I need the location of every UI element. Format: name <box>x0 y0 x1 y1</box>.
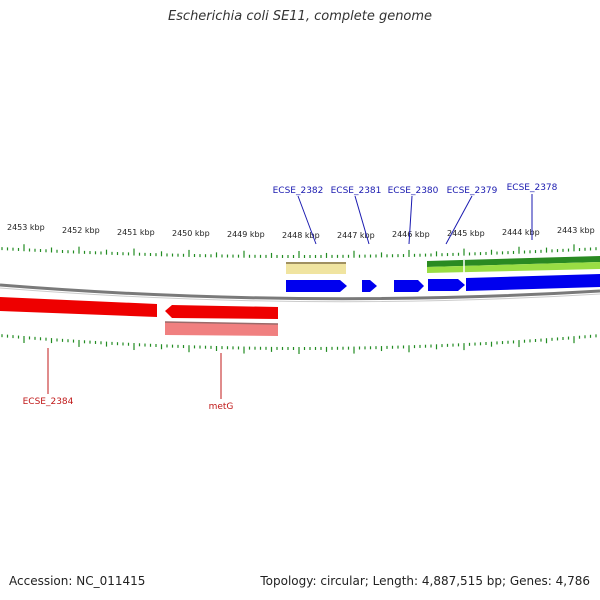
scale-label: 2446 kbp <box>392 230 430 239</box>
leader-ecse-2380 <box>408 195 413 245</box>
leader-ecse-2382 <box>297 195 317 245</box>
genome-backbone-highlight <box>0 287 600 303</box>
cds-arrow-ecse-2384[interactable] <box>0 297 157 317</box>
cds-arrow-ecse-2380[interactable] <box>394 280 424 292</box>
scale-label: 2450 kbp <box>172 229 210 238</box>
label-leaders <box>47 194 533 399</box>
cds-arrow-ecse-2381[interactable] <box>362 280 377 292</box>
cds-arrow-ecse-2378[interactable] <box>466 274 600 291</box>
gene-label-metg[interactable]: metG <box>209 402 234 412</box>
cds-arrow-ecse-2382[interactable] <box>286 280 347 292</box>
scale-label: 2451 kbp <box>117 228 155 237</box>
gene-label-ecse-2380[interactable]: ECSE_2380 <box>388 186 439 196</box>
scale-label: 2445 kbp <box>447 229 485 238</box>
scale-label: 2449 kbp <box>227 230 265 239</box>
gene-label-ecse-2384[interactable]: ECSE_2384 <box>23 397 74 407</box>
reverse-cds-arrows <box>0 297 279 336</box>
lightgreen-feature-track[interactable] <box>427 262 600 273</box>
feature-tracks <box>286 256 600 274</box>
green-feature-track[interactable] <box>427 256 600 267</box>
yellow-feature-track[interactable] <box>286 262 346 274</box>
scale-label: 2447 kbp <box>337 231 375 240</box>
scale-label: 2453 kbp <box>7 223 45 232</box>
scale-labels: 2453 kbp 2452 kbp 2451 kbp 2450 kbp 2449… <box>7 223 595 240</box>
cds-arrow-metg[interactable] <box>165 305 278 319</box>
gene-label-ecse-2381[interactable]: ECSE_2381 <box>331 186 382 196</box>
metg-feature-track[interactable] <box>165 322 278 336</box>
map-title: Escherichia coli SE11, complete genome <box>167 9 433 24</box>
leader-ecse-2381 <box>354 195 370 245</box>
forward-cds-arrows <box>286 274 600 292</box>
leader-ecse-2379 <box>445 195 473 245</box>
top-tick-row <box>1 244 597 258</box>
gene-labels: ECSE_2382 ECSE_2381 ECSE_2380 ECSE_2379 … <box>23 183 558 412</box>
gene-label-ecse-2379[interactable]: ECSE_2379 <box>447 186 498 196</box>
genome-backbone <box>0 283 600 301</box>
gene-label-ecse-2382[interactable]: ECSE_2382 <box>273 186 324 196</box>
metg-feature-edge <box>164 321 279 325</box>
yellow-feature-edge <box>286 262 346 264</box>
accession-text: Accession: NC_011415 <box>9 574 146 588</box>
genome-summary-text: Topology: circular; Length: 4,887,515 bp… <box>260 574 590 588</box>
scale-label: 2448 kbp <box>282 231 320 240</box>
scale-label: 2443 kbp <box>557 226 595 235</box>
gene-label-ecse-2378[interactable]: ECSE_2378 <box>507 183 558 193</box>
scale-label: 2452 kbp <box>62 226 100 235</box>
cds-arrow-ecse-2379[interactable] <box>428 279 465 291</box>
scale-label: 2444 kbp <box>502 228 540 237</box>
bottom-tick-row <box>1 334 597 354</box>
